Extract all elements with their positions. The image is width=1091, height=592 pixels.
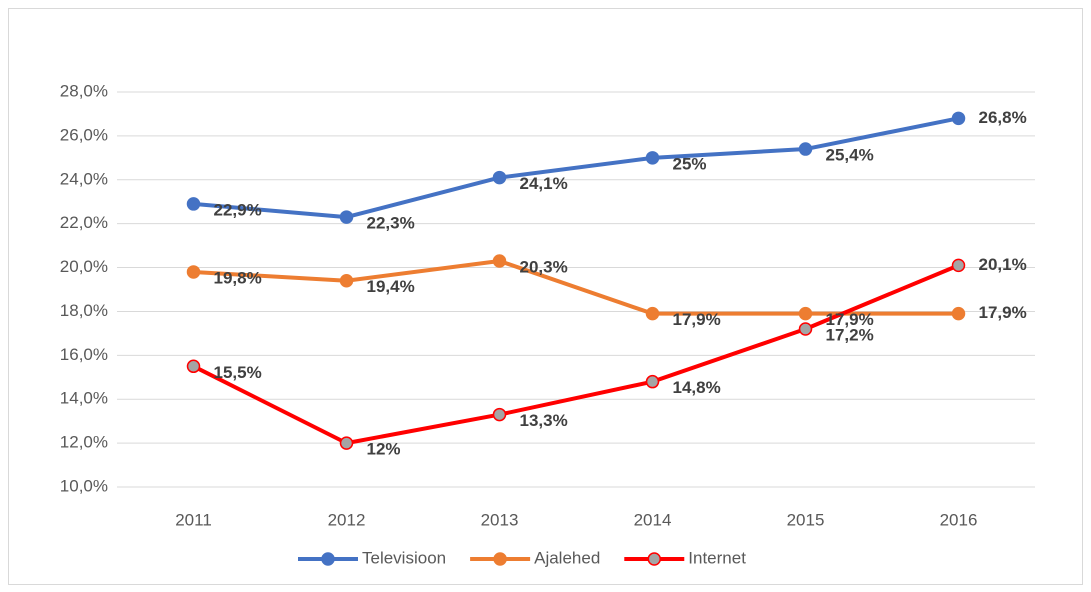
- legend-label: Ajalehed: [534, 548, 600, 567]
- marker: [798, 322, 813, 336]
- data-label: 17,9%: [979, 303, 1027, 322]
- chart-border: [8, 8, 1083, 585]
- x-tick-label: 2014: [634, 510, 672, 529]
- x-tick-label: 2011: [175, 510, 212, 529]
- legend-marker: [321, 552, 335, 566]
- series-line: [192, 263, 960, 446]
- marker: [951, 111, 966, 126]
- data-label: 26,8%: [979, 108, 1027, 127]
- marker: [492, 254, 507, 268]
- legend-label: Internet: [688, 548, 746, 567]
- marker: [492, 407, 507, 422]
- data-label: 20,1%: [979, 255, 1027, 274]
- data-label: 22,9%: [214, 200, 262, 219]
- marker: [186, 197, 201, 211]
- marker: [339, 210, 354, 224]
- data-label: 17,9%: [826, 310, 874, 329]
- legend-marker: [647, 552, 662, 566]
- y-tick-label: 12,0%: [60, 433, 108, 452]
- data-label: 25%: [673, 154, 707, 173]
- y-tick-label: 10,0%: [60, 476, 108, 495]
- marker: [339, 273, 354, 288]
- marker: [645, 374, 660, 389]
- x-tick-label: 2012: [328, 510, 366, 529]
- data-label: 19,8%: [214, 268, 262, 287]
- marker: [798, 142, 813, 156]
- marker: [339, 436, 354, 450]
- marker: [186, 359, 201, 374]
- marker: [951, 258, 966, 273]
- y-tick-label: 18,0%: [60, 301, 108, 320]
- series-line: [193, 258, 959, 316]
- x-tick-label: 2016: [940, 510, 978, 529]
- y-tick-label: 14,0%: [60, 389, 108, 408]
- marker: [645, 306, 660, 321]
- x-tick-label: 2015: [787, 510, 825, 529]
- data-label: 14,8%: [673, 378, 721, 397]
- y-tick-label: 20,0%: [60, 257, 108, 276]
- data-label: 12%: [367, 440, 401, 459]
- data-label: 24,1%: [520, 174, 568, 193]
- y-tick-label: 28,0%: [60, 81, 108, 100]
- data-label: 25,4%: [826, 146, 874, 165]
- y-tick-label: 16,0%: [60, 345, 108, 364]
- data-label: 19,4%: [367, 277, 415, 296]
- marker: [492, 170, 507, 185]
- data-label: 22,3%: [367, 214, 415, 233]
- marker: [645, 151, 660, 165]
- data-label: 13,3%: [520, 411, 568, 430]
- series-line: [193, 116, 959, 220]
- legend-label: Televisioon: [362, 548, 446, 567]
- data-label: 15,5%: [214, 363, 262, 382]
- marker: [186, 265, 201, 279]
- data-label: 20,3%: [520, 257, 568, 276]
- data-label: 17,9%: [673, 310, 721, 329]
- y-tick-label: 22,0%: [60, 213, 108, 232]
- marker: [798, 306, 813, 321]
- marker: [951, 306, 966, 321]
- y-tick-label: 24,0%: [60, 169, 108, 188]
- data-label: 17,2%: [826, 325, 874, 344]
- y-tick-label: 26,0%: [60, 125, 108, 144]
- x-tick-label: 2013: [481, 510, 519, 529]
- legend-marker: [493, 552, 507, 566]
